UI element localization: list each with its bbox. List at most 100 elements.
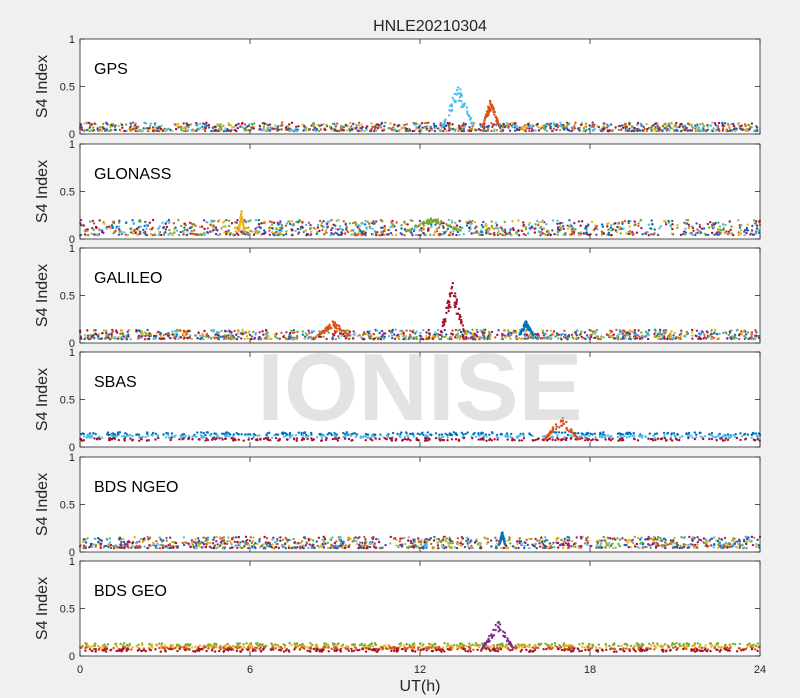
data-point: [670, 337, 673, 340]
data-point: [177, 125, 180, 129]
data-point: [131, 121, 135, 124]
data-point: [685, 218, 688, 222]
data-point: [706, 128, 710, 131]
data-point: [701, 331, 704, 334]
data-point: [466, 544, 470, 548]
data-point: [573, 222, 576, 225]
data-point: [118, 228, 121, 231]
data-point: [587, 438, 591, 441]
data-point: [342, 332, 345, 336]
data-point: [566, 121, 569, 125]
data-point: [433, 233, 436, 236]
data-point: [284, 128, 287, 132]
data-point: [105, 122, 109, 126]
data-point: [683, 335, 687, 338]
data-point: [637, 222, 640, 225]
data-point: [319, 128, 323, 131]
y-tick-label: 0.5: [60, 187, 75, 199]
data-point: [466, 112, 469, 115]
data-point: [610, 224, 613, 227]
data-point: [240, 230, 243, 233]
data-point: [734, 129, 737, 133]
data-point: [591, 330, 594, 333]
data-point: [403, 233, 406, 237]
data-point: [310, 330, 313, 333]
data-point: [323, 329, 327, 332]
data-point: [448, 109, 451, 112]
data-point: [296, 330, 299, 333]
data-point: [726, 123, 730, 126]
data-point: [278, 337, 281, 340]
data-point: [338, 227, 342, 231]
data-point: [616, 334, 619, 337]
data-point: [467, 114, 470, 118]
data-point: [456, 230, 460, 234]
data-point: [323, 233, 326, 236]
data-point: [726, 433, 730, 436]
data-point: [432, 122, 436, 126]
data-point: [447, 123, 450, 127]
data-point: [202, 335, 205, 338]
data-point: [646, 337, 650, 341]
data-point: [441, 225, 445, 228]
data-point: [640, 336, 644, 339]
data-point: [568, 219, 571, 222]
data-point: [708, 433, 711, 436]
data-point: [332, 324, 336, 327]
data-point: [690, 123, 693, 126]
data-point: [387, 127, 390, 130]
data-point: [247, 546, 250, 550]
data-point: [702, 437, 705, 441]
data-point: [632, 437, 636, 440]
data-point: [619, 232, 622, 235]
data-point: [98, 219, 101, 222]
data-point: [238, 227, 241, 230]
data-point: [606, 434, 610, 437]
data-point: [512, 228, 515, 232]
data-point: [703, 333, 706, 336]
data-point: [706, 123, 709, 127]
data-point: [649, 437, 653, 441]
data-point: [669, 126, 672, 130]
data-point: [680, 329, 683, 333]
data-point: [549, 329, 552, 332]
data-point: [695, 433, 698, 436]
data-point: [264, 129, 268, 133]
data-point: [243, 219, 246, 222]
data-point: [185, 233, 188, 237]
data-point: [507, 329, 510, 332]
data-point: [220, 329, 223, 333]
data-point: [213, 219, 216, 223]
data-point: [95, 438, 99, 441]
data-point: [436, 329, 440, 332]
data-point: [315, 540, 318, 543]
y-axis-label: S4 Index: [34, 264, 51, 327]
data-point: [456, 86, 460, 89]
data-point: [245, 227, 248, 230]
data-point: [427, 121, 430, 124]
data-point: [564, 333, 567, 336]
data-point: [186, 129, 189, 133]
data-point: [93, 122, 97, 125]
data-point: [361, 125, 364, 129]
data-point: [144, 224, 148, 227]
data-point: [534, 537, 537, 541]
data-point: [562, 225, 565, 228]
data-point: [592, 124, 595, 127]
data-point: [633, 220, 636, 223]
data-point: [513, 126, 516, 129]
data-point: [196, 431, 199, 434]
data-point: [292, 329, 295, 332]
data-point: [143, 545, 146, 548]
data-point: [251, 230, 254, 233]
data-point: [628, 435, 631, 438]
data-point: [164, 228, 167, 231]
data-point: [268, 129, 272, 132]
data-point: [481, 330, 484, 334]
data-point: [534, 129, 537, 132]
data-point: [169, 232, 172, 235]
data-point: [342, 129, 345, 132]
data-point: [514, 123, 518, 127]
data-point: [350, 233, 353, 236]
data-point: [718, 225, 722, 228]
